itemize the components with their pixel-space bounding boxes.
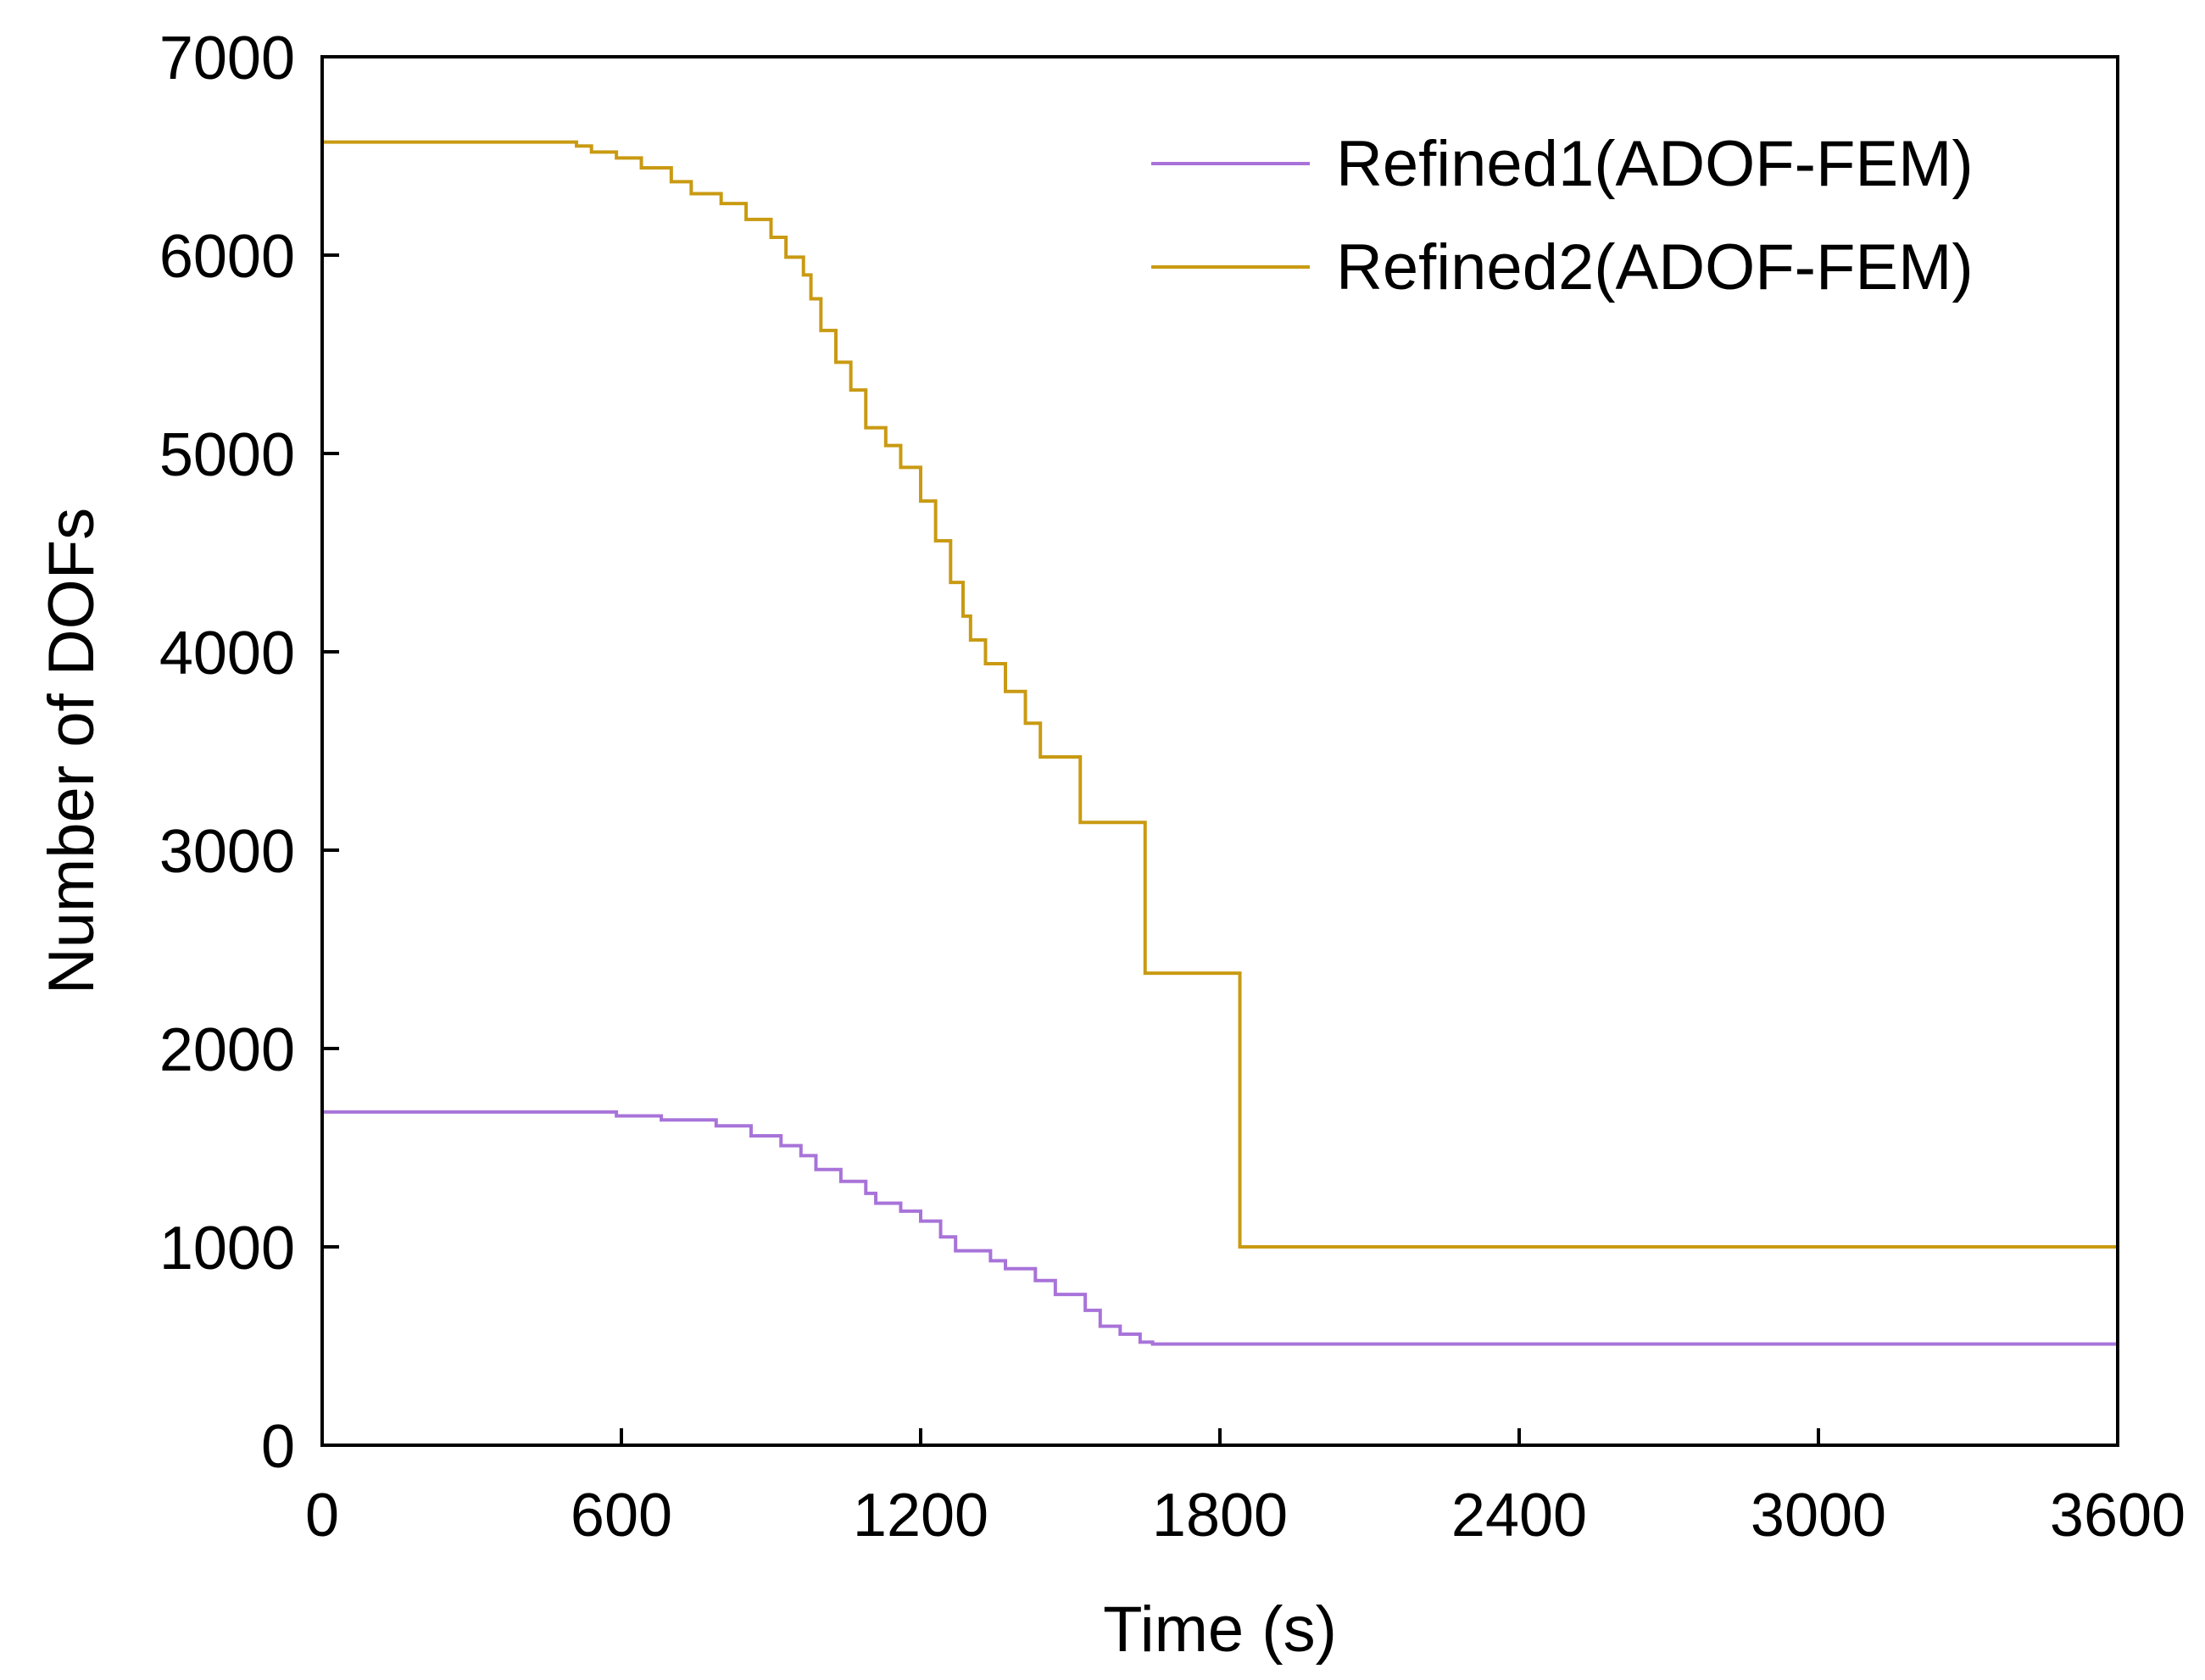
legend-label-refined2: Refined2(ADOF-FEM)	[1336, 231, 1974, 303]
y-tick-label: 1000	[159, 1215, 295, 1282]
y-tick-label: 5000	[159, 421, 295, 489]
y-tick-label: 7000	[159, 25, 295, 92]
y-tick-label: 6000	[159, 223, 295, 291]
y-tick-label: 3000	[159, 818, 295, 886]
legend-label-refined1: Refined1(ADOF-FEM)	[1336, 128, 1974, 200]
x-tick-label: 3600	[2050, 1482, 2186, 1549]
x-tick-label: 0	[305, 1482, 339, 1549]
x-axis-title: Time (s)	[1103, 1594, 1337, 1666]
x-tick-label: 2400	[1451, 1482, 1587, 1549]
ticks-layer: 0 600 1200 1800 2400 3000 3600 0 1000 2000 3000 400…	[159, 25, 2186, 1549]
y-axis-title: Number of DOFs	[36, 508, 108, 994]
x-tick-label: 1800	[1152, 1482, 1288, 1549]
y-tick-label: 4000	[159, 620, 295, 687]
x-tick-label: 3000	[1751, 1482, 1886, 1549]
y-tick-label: 2000	[159, 1016, 295, 1084]
series-line-1	[322, 1110, 2118, 1346]
series-line-2	[322, 140, 2119, 1313]
x-tick-label: 600	[571, 1482, 672, 1549]
x-tick-label: 1200	[853, 1482, 988, 1549]
series-layer	[322, 140, 2119, 1346]
y-tick-label: 0	[261, 1413, 295, 1481]
legend: Refined1(ADOF-FEM) Refined2(ADOF-FEM)	[1151, 128, 1974, 303]
